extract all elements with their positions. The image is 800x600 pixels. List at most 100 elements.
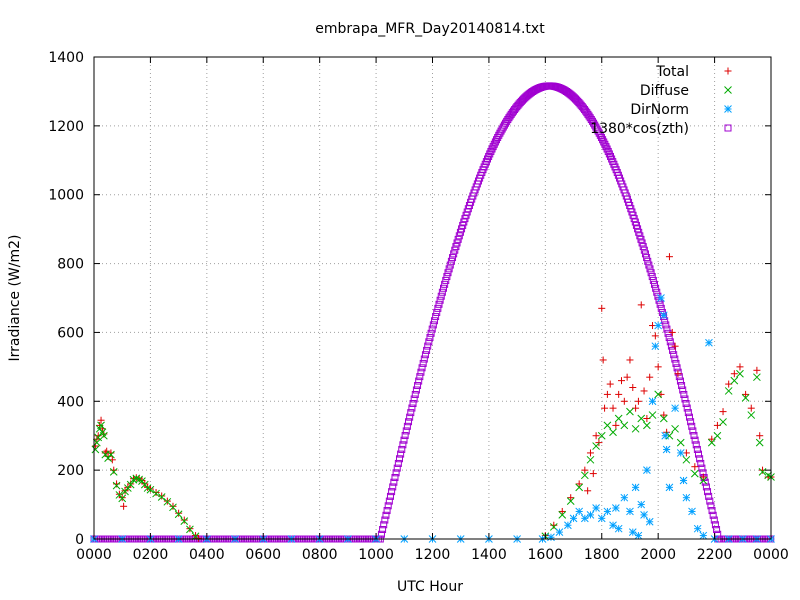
data-point [669, 346, 677, 354]
data-point [400, 436, 408, 444]
data-point [388, 488, 396, 496]
data-point [564, 521, 572, 530]
chart-title: embrapa_MFR_Day20140814.txt [315, 21, 545, 37]
data-point [637, 301, 645, 309]
data-point [651, 342, 660, 351]
data-point [648, 273, 656, 281]
data-point [637, 235, 645, 243]
data-point [381, 516, 389, 524]
data-point [691, 463, 699, 471]
data-point [690, 469, 699, 478]
data-point [94, 433, 103, 442]
data-point [634, 531, 643, 540]
data-point [660, 411, 668, 419]
data-point [693, 524, 702, 533]
data-point [599, 356, 607, 364]
data-point [747, 411, 756, 419]
data-point [691, 436, 699, 444]
data-point [410, 395, 418, 403]
data-point [704, 488, 712, 496]
data-point [597, 133, 605, 141]
data-point [584, 487, 592, 495]
x-tick-label: 1800 [584, 547, 620, 563]
data-point [430, 317, 438, 325]
data-point [194, 534, 202, 542]
data-point [547, 533, 555, 542]
legend-label: 1380*cos(zth) [590, 121, 689, 137]
data-point [595, 129, 603, 137]
x-tick-label: 1000 [358, 547, 394, 563]
y-tick-label: 200 [57, 463, 84, 479]
data-point [643, 421, 651, 430]
data-point [637, 500, 646, 509]
x-tick-label: 2000 [640, 547, 676, 563]
data-point [692, 441, 700, 449]
data-point [603, 390, 611, 398]
data-point [423, 346, 431, 354]
data-point [623, 373, 631, 381]
data-point [569, 514, 578, 523]
data-point [614, 414, 623, 423]
data-point [407, 409, 415, 417]
data-point [454, 235, 462, 243]
data-point [389, 483, 397, 491]
data-point [679, 476, 688, 485]
data-point [604, 147, 612, 155]
data-point [606, 380, 614, 388]
data-point [626, 356, 634, 364]
legend-marker [724, 86, 732, 94]
data-point [424, 342, 432, 350]
data-point [382, 511, 390, 519]
y-tick-label: 0 [75, 532, 84, 548]
data-point [614, 524, 623, 533]
data-point [380, 521, 388, 529]
data-point [438, 288, 446, 296]
legend-label: DirNorm [630, 102, 689, 118]
data-point [399, 441, 407, 449]
data-point [696, 455, 704, 463]
x-tick-label: 0000 [76, 547, 112, 563]
data-point [120, 502, 128, 510]
data-point [756, 432, 764, 440]
data-point [713, 526, 721, 534]
data-point [672, 359, 680, 367]
data-point [445, 265, 453, 273]
data-point [688, 422, 696, 430]
data-point [705, 338, 713, 347]
data-point [708, 507, 716, 515]
data-point [688, 507, 696, 516]
data-point [600, 138, 608, 146]
y-tick-label: 1200 [48, 119, 84, 135]
data-point [408, 404, 416, 412]
data-point [671, 342, 679, 350]
data-point [384, 502, 392, 510]
data-point [406, 413, 414, 421]
data-point [602, 143, 610, 151]
data-point [175, 509, 183, 517]
data-point [654, 363, 662, 371]
data-point [597, 514, 606, 523]
data-point [152, 489, 160, 498]
data-point [558, 511, 567, 519]
data-point [383, 507, 391, 515]
data-point [645, 517, 654, 526]
data-point [112, 481, 121, 490]
y-axis-label: Irradiance (W/m2) [7, 235, 23, 362]
data-point [755, 438, 764, 447]
data-point [631, 483, 640, 492]
data-point [620, 397, 628, 405]
data-point [665, 483, 674, 492]
data-point [440, 284, 448, 292]
data-point [586, 455, 595, 464]
data-point [586, 511, 595, 519]
data-point [706, 497, 714, 505]
data-point [699, 531, 708, 540]
data-point [97, 421, 105, 430]
data-point [446, 261, 454, 269]
data-point [684, 409, 692, 417]
data-point [719, 418, 727, 426]
data-point [648, 411, 657, 419]
data-point [126, 480, 135, 489]
data-point [647, 269, 655, 277]
